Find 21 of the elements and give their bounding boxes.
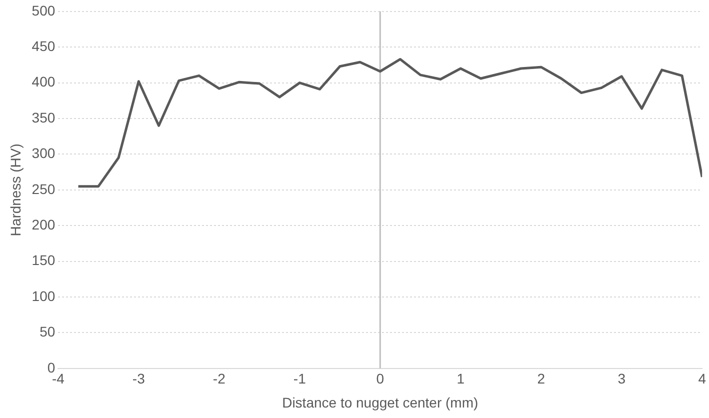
x-tick-label: 1 <box>456 370 465 387</box>
x-tick-label: 0 <box>376 370 384 387</box>
x-tick-label: -3 <box>132 370 146 387</box>
y-tick-label: 450 <box>32 38 56 54</box>
x-axis-title: Distance to nugget center (mm) <box>282 394 478 410</box>
y-axis-title: Hardness (HV) <box>7 144 24 236</box>
y-tick-label: 100 <box>32 288 56 304</box>
y-tick-label: 150 <box>32 252 56 268</box>
x-tick-label: 2 <box>537 370 546 387</box>
x-tick-label: 3 <box>618 370 626 387</box>
x-tick-label: -2 <box>212 370 226 387</box>
y-tick-label: 250 <box>32 180 56 197</box>
y-tick-label: 200 <box>32 216 56 232</box>
y-tick-label: 50 <box>40 324 56 340</box>
y-tick-label: 0 <box>47 359 56 376</box>
x-tick-label: -1 <box>293 370 306 387</box>
y-tick-label: 350 <box>32 109 56 126</box>
y-tick-label: 300 <box>32 145 56 162</box>
y-tick-label: 500 <box>32 2 56 18</box>
y-tick-label: 400 <box>32 74 56 90</box>
x-tick-label: 4 <box>698 370 706 387</box>
